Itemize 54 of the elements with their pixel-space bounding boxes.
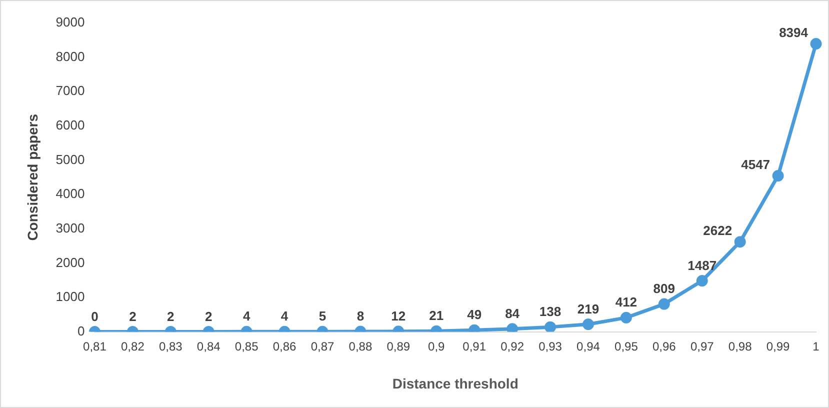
data-label: 4 bbox=[280, 308, 289, 324]
data-label: 49 bbox=[467, 307, 482, 322]
x-tick-label: 0,86 bbox=[272, 339, 297, 354]
x-tick-label: 0,84 bbox=[196, 339, 221, 354]
data-label: 1487 bbox=[688, 258, 717, 273]
y-tick-label: 9000 bbox=[56, 14, 85, 30]
x-tick-label: 0,89 bbox=[386, 339, 410, 354]
data-label: 2 bbox=[167, 308, 174, 324]
data-label: 8394 bbox=[779, 24, 809, 40]
data-label: 219 bbox=[577, 301, 600, 316]
x-tick-label: 0,98 bbox=[728, 339, 752, 354]
y-tick-label: 4000 bbox=[56, 186, 85, 202]
data-label: 4547 bbox=[741, 156, 770, 172]
x-tick-label: 0,93 bbox=[538, 339, 562, 354]
data-label: 2 bbox=[204, 308, 212, 324]
x-tick-label: 0,94 bbox=[576, 339, 600, 354]
data-label: 2622 bbox=[703, 222, 732, 238]
x-tick-label: 0,96 bbox=[652, 339, 676, 354]
y-tick-label: 0 bbox=[77, 323, 85, 338]
y-tick-label: 8000 bbox=[56, 48, 85, 64]
x-tick-label: 0,85 bbox=[234, 339, 259, 354]
x-tick-label: 0,95 bbox=[614, 339, 638, 354]
y-tick-label: 2000 bbox=[56, 254, 85, 270]
x-tick-label: 0,87 bbox=[310, 339, 334, 354]
data-label: 8 bbox=[356, 308, 364, 324]
x-tick-label: 0,99 bbox=[766, 339, 790, 354]
data-label: 412 bbox=[615, 294, 638, 310]
data-label: 2 bbox=[129, 308, 136, 324]
point bbox=[772, 170, 784, 182]
data-label: 4 bbox=[242, 308, 251, 324]
x-tick-label: 0,9 bbox=[428, 339, 446, 354]
y-axis-title: Considered papers bbox=[24, 114, 40, 241]
x-tick-label: 1 bbox=[812, 339, 820, 354]
x-tick-label: 0,92 bbox=[500, 339, 524, 354]
y-tick-label: 3000 bbox=[56, 220, 85, 236]
data-label: 809 bbox=[653, 281, 676, 296]
data-label: 21 bbox=[429, 308, 444, 324]
x-tick-label: 0,83 bbox=[158, 339, 183, 354]
x-tick-label: 0,91 bbox=[462, 339, 486, 354]
y-tick-label: 1000 bbox=[56, 289, 85, 304]
point bbox=[734, 236, 746, 248]
x-tick-label: 0,81 bbox=[83, 339, 107, 354]
x-tick-label: 0,97 bbox=[690, 339, 714, 354]
data-label: 0 bbox=[91, 308, 98, 324]
x-tick-label: 0,88 bbox=[348, 339, 372, 354]
x-tick-label: 0,82 bbox=[121, 339, 145, 354]
y-tick-label: 7000 bbox=[56, 83, 85, 98]
y-tick-label: 6000 bbox=[56, 118, 85, 133]
data-label: 138 bbox=[539, 304, 562, 320]
data-label: 84 bbox=[505, 306, 520, 321]
data-label: 5 bbox=[318, 308, 326, 324]
x-axis-title: Distance threshold bbox=[392, 375, 518, 392]
y-tick-label: 5000 bbox=[56, 152, 85, 167]
data-label: 12 bbox=[391, 308, 406, 324]
